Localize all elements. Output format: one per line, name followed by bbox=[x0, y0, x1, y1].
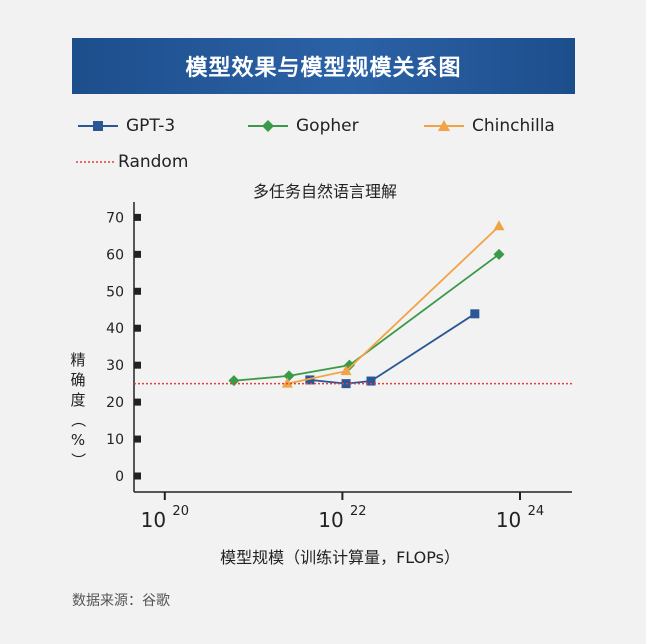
y-tick-mark bbox=[134, 324, 141, 332]
y-tick-mark bbox=[134, 287, 141, 295]
y-tick-label: 20 bbox=[106, 395, 124, 411]
legend-label-chinchilla: Chinchilla bbox=[472, 116, 555, 136]
title-bar: 模型效果与模型规模关系图 bbox=[72, 38, 575, 94]
y-tick-label: 30 bbox=[106, 358, 124, 374]
x-tick-label: 10 20 bbox=[141, 504, 189, 532]
legend-label-random: Random bbox=[118, 152, 189, 172]
legend-item-gopher: Gopher bbox=[248, 116, 359, 136]
legend-label-gpt3: GPT-3 bbox=[126, 116, 176, 136]
data-point bbox=[228, 375, 240, 387]
y-tick-mark bbox=[134, 213, 141, 221]
data-point bbox=[340, 365, 352, 376]
series-line-gpt-3 bbox=[309, 313, 476, 385]
y-tick-label: 10 bbox=[106, 432, 124, 448]
y-tick-mark bbox=[134, 472, 141, 480]
y-tick-mark bbox=[134, 398, 141, 406]
x-axis-label: 模型规模（训练计算量，FLOPs） bbox=[220, 548, 460, 567]
diamond-marker-icon bbox=[248, 120, 288, 132]
chart-title: 多任务自然语言理解 bbox=[252, 182, 397, 201]
data-source-note: 数据来源：谷歌 bbox=[72, 593, 170, 609]
data-point bbox=[366, 376, 376, 386]
data-point bbox=[305, 375, 315, 385]
series-line-gopher bbox=[233, 253, 500, 382]
y-tick-label: 50 bbox=[106, 284, 124, 300]
x-tick-label: 10 24 bbox=[496, 504, 544, 532]
data-point bbox=[470, 309, 480, 319]
y-tick-label: 40 bbox=[106, 321, 124, 337]
dotted-line-icon bbox=[76, 161, 116, 163]
data-point bbox=[493, 220, 505, 231]
x-tick-label: 10 22 bbox=[318, 504, 366, 532]
legend-label-gopher: Gopher bbox=[296, 116, 359, 136]
y-tick-mark bbox=[134, 435, 141, 443]
data-point bbox=[493, 248, 505, 260]
y-tick-label: 70 bbox=[106, 210, 124, 226]
square-marker-icon bbox=[78, 121, 118, 131]
y-tick-mark bbox=[134, 250, 141, 258]
series-line-chinchilla bbox=[287, 225, 500, 385]
data-point bbox=[281, 377, 293, 388]
legend-item-gpt3: GPT-3 bbox=[78, 116, 175, 136]
page-title: 模型效果与模型规模关系图 bbox=[185, 56, 462, 81]
y-tick-label: 60 bbox=[106, 247, 124, 263]
data-point bbox=[283, 370, 295, 382]
y-tick-mark bbox=[134, 361, 141, 369]
y-tick-label: 0 bbox=[115, 469, 124, 485]
legend-item-chinchilla: Chinchilla bbox=[424, 116, 555, 136]
y-axis-label: 精确度（%） bbox=[69, 351, 87, 468]
triangle-marker-icon bbox=[424, 120, 464, 131]
legend-item-random: Random bbox=[76, 152, 188, 172]
